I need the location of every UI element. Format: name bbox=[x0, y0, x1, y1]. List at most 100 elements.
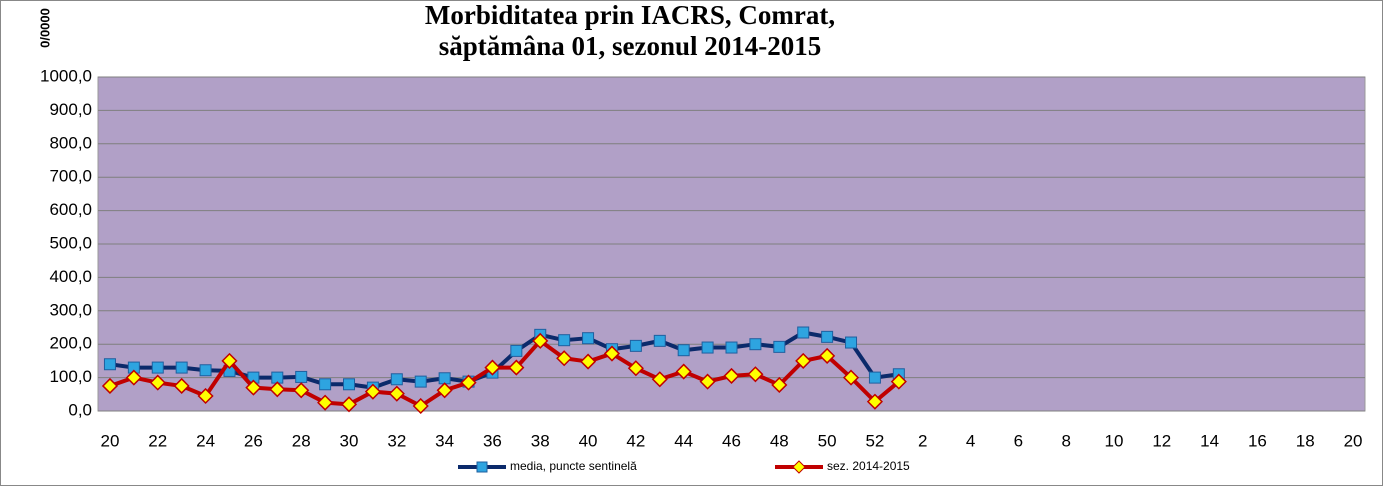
marker bbox=[725, 341, 738, 354]
marker bbox=[821, 330, 834, 343]
marker bbox=[749, 338, 762, 351]
marker bbox=[819, 347, 836, 364]
x-tick-label: 14 bbox=[1200, 431, 1219, 450]
marker bbox=[845, 336, 858, 349]
x-tick-label: 18 bbox=[1296, 431, 1315, 450]
marker bbox=[269, 381, 286, 398]
marker bbox=[436, 382, 453, 399]
marker bbox=[295, 370, 308, 383]
x-tick-label: 40 bbox=[579, 431, 598, 450]
marker bbox=[173, 377, 190, 395]
x-tick-label: 48 bbox=[770, 431, 789, 450]
marker bbox=[747, 366, 764, 383]
marker bbox=[629, 339, 642, 352]
marker bbox=[651, 371, 668, 388]
legend-label: sez. 2014-2015 bbox=[827, 459, 910, 473]
y-tick-label: 500,0 bbox=[49, 233, 92, 252]
y-tick-label: 1000,0 bbox=[40, 66, 92, 85]
marker bbox=[412, 397, 429, 415]
marker bbox=[340, 396, 358, 413]
marker bbox=[890, 373, 907, 390]
marker bbox=[582, 332, 595, 345]
series-line bbox=[109, 338, 901, 408]
marker bbox=[797, 326, 810, 339]
x-tick-label: 10 bbox=[1105, 431, 1124, 450]
legend-marker bbox=[476, 461, 488, 473]
x-tick-label: 22 bbox=[148, 431, 167, 450]
y-tick-label: 0,0 bbox=[68, 400, 92, 419]
marker bbox=[653, 334, 666, 347]
chart-title: Morbiditatea prin IACRS, Comrat, bbox=[425, 0, 835, 30]
x-tick-label: 42 bbox=[626, 431, 645, 450]
marker bbox=[701, 341, 714, 354]
x-tick-label: 28 bbox=[292, 431, 311, 450]
x-tick-label: 32 bbox=[387, 431, 406, 450]
marker bbox=[151, 361, 164, 374]
marker bbox=[197, 387, 214, 405]
marker bbox=[510, 344, 523, 357]
marker bbox=[508, 359, 525, 376]
marker bbox=[364, 383, 381, 400]
chart-title: săptămâna 01, sezonul 2014-2015 bbox=[439, 31, 822, 61]
x-tick-label: 30 bbox=[340, 431, 359, 450]
marker bbox=[390, 373, 403, 386]
x-tick-label: 8 bbox=[1061, 431, 1070, 450]
marker bbox=[795, 352, 812, 369]
marker bbox=[149, 374, 166, 391]
x-tick-label: 16 bbox=[1248, 431, 1267, 450]
y-tick-label: 900,0 bbox=[49, 100, 92, 119]
marker bbox=[317, 394, 334, 411]
marker bbox=[125, 369, 142, 386]
marker bbox=[319, 378, 332, 391]
marker bbox=[699, 373, 716, 390]
y-axis-label: 0/0000 bbox=[37, 8, 52, 48]
x-tick-label: 20 bbox=[100, 431, 119, 450]
x-tick-label: 36 bbox=[483, 431, 502, 450]
y-tick-label: 200,0 bbox=[49, 334, 92, 353]
x-tick-label: 50 bbox=[818, 431, 837, 450]
marker bbox=[460, 374, 477, 391]
x-tick-label: 52 bbox=[865, 431, 884, 450]
marker bbox=[532, 332, 549, 349]
marker bbox=[558, 334, 571, 347]
y-tick-label: 700,0 bbox=[49, 167, 92, 186]
y-tick-label: 100,0 bbox=[49, 367, 92, 386]
marker bbox=[343, 378, 356, 391]
marker bbox=[842, 369, 860, 386]
marker bbox=[414, 375, 427, 388]
x-tick-label: 34 bbox=[435, 431, 454, 450]
marker bbox=[677, 344, 690, 357]
x-tick-label: 24 bbox=[196, 431, 215, 450]
marker bbox=[773, 340, 786, 353]
marker bbox=[438, 372, 451, 385]
marker bbox=[101, 377, 119, 395]
marker bbox=[603, 345, 621, 362]
marker bbox=[293, 382, 310, 399]
x-tick-label: 26 bbox=[244, 431, 263, 450]
marker bbox=[771, 376, 788, 394]
marker bbox=[388, 385, 405, 402]
marker bbox=[245, 379, 262, 396]
legend-label: media, puncte sentinelă bbox=[510, 459, 637, 473]
y-tick-label: 800,0 bbox=[49, 133, 92, 152]
marker bbox=[723, 367, 740, 384]
marker bbox=[103, 358, 116, 371]
marker bbox=[221, 352, 238, 369]
y-tick-label: 400,0 bbox=[49, 267, 92, 286]
x-tick-label: 44 bbox=[674, 431, 693, 450]
marker bbox=[627, 360, 644, 377]
marker bbox=[556, 350, 573, 367]
marker bbox=[175, 361, 188, 374]
x-tick-label: 6 bbox=[1014, 431, 1023, 450]
marker bbox=[199, 364, 212, 377]
marker bbox=[484, 359, 501, 376]
marker bbox=[675, 363, 692, 380]
marker bbox=[868, 371, 881, 384]
y-tick-label: 600,0 bbox=[49, 200, 92, 219]
x-tick-label: 12 bbox=[1152, 431, 1171, 450]
x-tick-label: 38 bbox=[531, 431, 550, 450]
x-tick-label: 2 bbox=[918, 431, 927, 450]
marker bbox=[580, 353, 597, 370]
marker bbox=[866, 393, 883, 410]
x-tick-label: 4 bbox=[966, 431, 975, 450]
